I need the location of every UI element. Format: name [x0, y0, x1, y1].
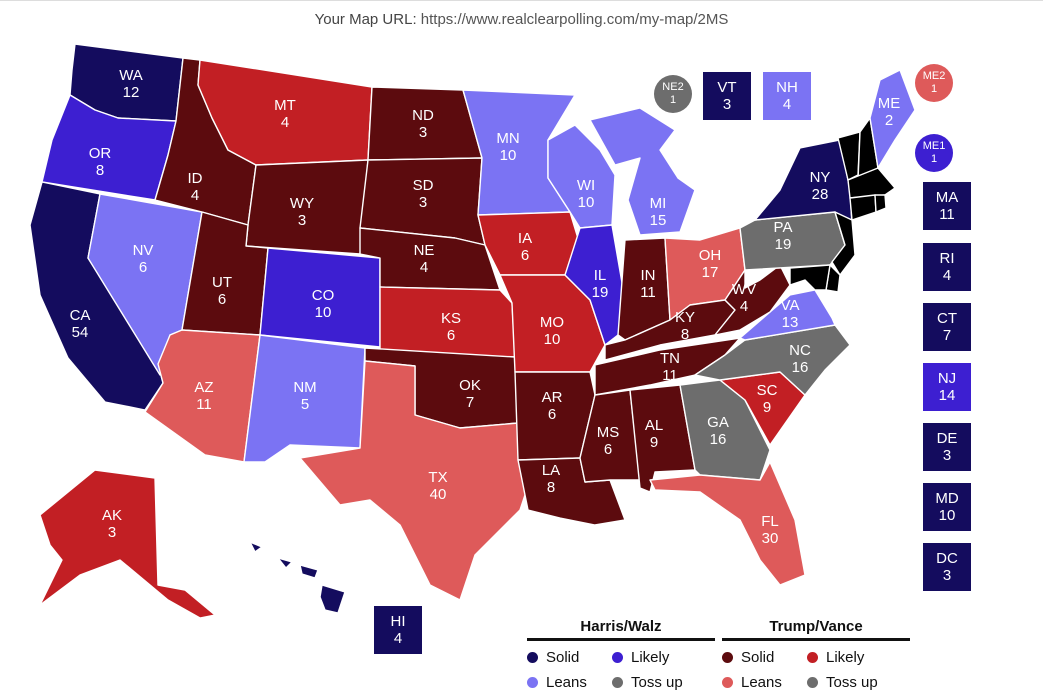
state-box-nh[interactable]: NH 4: [763, 72, 811, 120]
state-fl[interactable]: [649, 461, 806, 586]
state-box-hi[interactable]: HI 4: [374, 606, 422, 654]
state-co[interactable]: [259, 247, 381, 348]
legend-dot: [807, 677, 818, 688]
legend-rep-solid: Solid: [722, 649, 807, 666]
state-box-md[interactable]: MD 10: [923, 483, 971, 531]
state-box-vt[interactable]: VT 3: [703, 72, 751, 120]
legend-rep-likely: Likely: [807, 649, 892, 666]
legend-harris: Harris/Walz Solid Likely Leans Toss up: [527, 618, 715, 691]
state-ri[interactable]: [874, 194, 887, 213]
legend-dem-likely: Likely: [612, 649, 697, 666]
legend-dot: [612, 677, 623, 688]
district-circle-ne2[interactable]: NE2 1: [654, 75, 692, 113]
legend-dem-solid: Solid: [527, 649, 612, 666]
district-circle-me1[interactable]: ME1 1: [915, 134, 953, 172]
state-ks[interactable]: [379, 286, 516, 358]
legend-label: Likely: [826, 649, 865, 666]
legend-trump-title: Trump/Vance: [722, 618, 910, 641]
legend-dot: [807, 652, 818, 663]
state-nm[interactable]: [243, 334, 366, 463]
legend-dot: [722, 677, 733, 688]
state-ct[interactable]: [849, 194, 877, 221]
state-ma[interactable]: [847, 167, 896, 199]
state-wy[interactable]: [245, 159, 369, 255]
legend-dot: [612, 652, 623, 663]
legend-label: Solid: [546, 649, 580, 666]
legend-label: Toss up: [826, 674, 878, 691]
state-box-de[interactable]: DE 3: [923, 423, 971, 471]
state-ak[interactable]: [39, 469, 216, 619]
legend-label: Solid: [741, 649, 775, 666]
map-url-label: Your Map URL:: [314, 11, 417, 28]
map-url-bar: Your Map URL: https://www.realclearpolli…: [0, 0, 1043, 38]
state-box-ct[interactable]: CT 7: [923, 303, 971, 351]
map-url-link[interactable]: https://www.realclearpolling.com/my-map/…: [420, 11, 729, 28]
legend-dem-leans: Leans: [527, 674, 612, 691]
state-box-dc[interactable]: DC 3: [923, 543, 971, 591]
legend-label: Leans: [546, 674, 587, 691]
state-tx[interactable]: [299, 360, 531, 601]
legend-dem-tossup: Toss up: [612, 674, 697, 691]
legend-harris-title: Harris/Walz: [527, 618, 715, 641]
state-nc[interactable]: [694, 324, 851, 396]
state-hi-islands[interactable]: [249, 541, 346, 614]
legend-rep-tossup: Toss up: [807, 674, 892, 691]
district-circle-me2[interactable]: ME2 1: [915, 64, 953, 102]
legend-label: Toss up: [631, 674, 683, 691]
state-box-ma[interactable]: MA 11: [923, 182, 971, 230]
legend-dot: [527, 652, 538, 663]
state-va[interactable]: [739, 289, 836, 341]
state-me[interactable]: [869, 69, 916, 169]
state-ia[interactable]: [477, 211, 581, 276]
state-box-nj[interactable]: NJ 14: [923, 363, 971, 411]
state-mi[interactable]: [589, 107, 696, 236]
state-pa[interactable]: [739, 211, 846, 271]
legend-label: Likely: [631, 649, 670, 666]
state-il[interactable]: [564, 224, 626, 346]
legend-dot: [722, 652, 733, 663]
legend-dot: [527, 677, 538, 688]
legend-label: Leans: [741, 674, 782, 691]
legend-trump: Trump/Vance Solid Likely Leans Toss up: [722, 618, 910, 691]
legend-rep-leans: Leans: [722, 674, 807, 691]
state-box-ri[interactable]: RI 4: [923, 243, 971, 291]
state-md[interactable]: [789, 264, 831, 291]
